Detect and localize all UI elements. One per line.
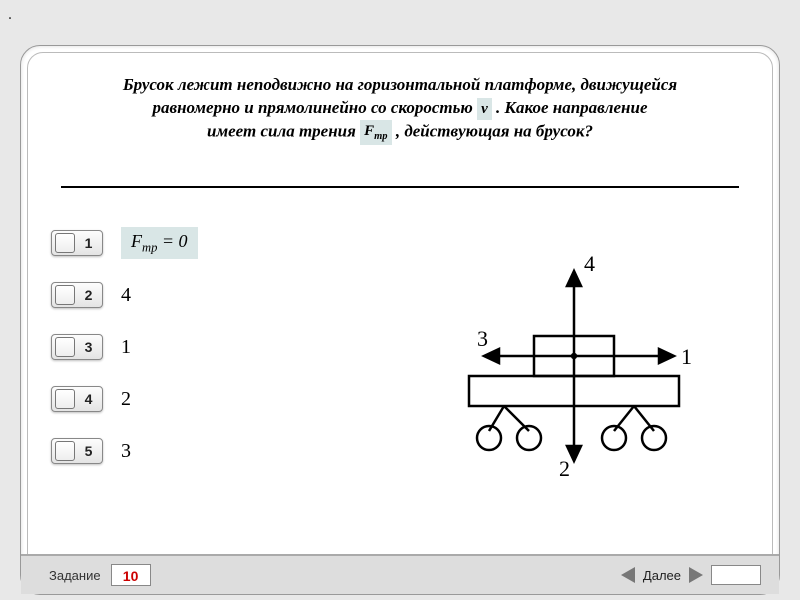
options-group: 1 Fтр = 0 2 4 3 1 4 2 [51,226,198,486]
next-label[interactable]: Далее [643,568,681,583]
divider-line [61,186,739,188]
question-text: Брусок лежит неподвижно на горизонтально… [61,74,739,145]
footer-bar: Задание 10 Далее [21,554,779,594]
question-line3a: имеет сила трения [207,122,356,141]
option-button-1[interactable]: 1 [51,230,103,256]
diagram-label-down: 2 [559,456,570,481]
option-row-2: 2 4 [51,278,198,312]
friction-f: F [364,123,374,139]
next-triangle-icon[interactable] [689,567,703,583]
physics-diagram: 4 1 2 3 [429,226,729,486]
option-row-5: 5 3 [51,434,198,468]
next-field[interactable] [711,565,761,585]
option-row-3: 3 1 [51,330,198,364]
option-num-5: 5 [75,443,102,459]
task-label: Задание [49,568,101,583]
diagram-label-left: 3 [477,326,488,351]
checkbox-icon [55,285,75,305]
checkbox-icon [55,389,75,409]
question-line1: Брусок лежит неподвижно на горизонтально… [123,75,677,94]
task-number: 10 [111,564,151,586]
option-num-2: 2 [75,287,102,303]
option-text-4: 2 [121,388,131,411]
option-button-3[interactable]: 3 [51,334,103,360]
next-button-group: Далее [621,565,761,585]
checkbox-icon [55,441,75,461]
diagram-label-up: 4 [584,251,595,276]
diagram-svg: 4 1 2 3 [429,226,729,486]
option-text-1: Fтр = 0 [121,227,198,260]
option-num-3: 3 [75,339,102,355]
option-button-2[interactable]: 2 [51,282,103,308]
friction-symbol: Fтр [360,120,391,145]
diagram-label-right: 1 [681,344,692,369]
question-line2a: равномерно и прямолинейно со скоростью [153,98,473,117]
option-text-3: 1 [121,336,131,359]
slide-frame: Брусок лежит неподвижно на горизонтально… [20,45,780,595]
option-row-1: 1 Fтр = 0 [51,226,198,260]
option-text-5: 3 [121,440,131,463]
option-button-4[interactable]: 4 [51,386,103,412]
option-row-4: 4 2 [51,382,198,416]
question-line2b: . Какое направление [496,98,648,117]
option-button-5[interactable]: 5 [51,438,103,464]
option-num-1: 1 [75,235,102,251]
option-num-4: 4 [75,391,102,407]
checkbox-icon [55,337,75,357]
velocity-symbol: v [477,98,492,120]
question-line3b: , действующая на брусок? [396,122,593,141]
checkbox-icon [55,233,75,253]
prev-triangle-icon[interactable] [621,567,635,583]
friction-sub: тр [374,131,387,142]
stray-dot: . [8,6,12,24]
option-text-2: 4 [121,284,131,307]
